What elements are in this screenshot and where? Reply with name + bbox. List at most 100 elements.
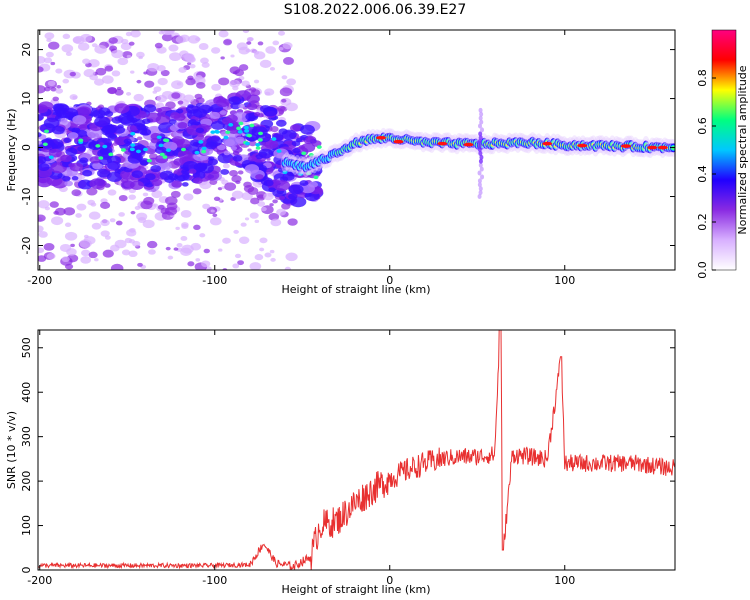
spectrogram-speckle [283,57,294,65]
spectrogram-speckle [285,252,298,262]
spectrogram-blob [106,171,123,182]
spectrogram-speckle [195,75,203,80]
spectrogram-highlight [244,141,250,146]
spectrogram-blob [159,170,174,181]
spectrogram-highlight [158,143,164,148]
spectrogram-speckle [88,211,101,220]
spectrogram-highlight [258,131,264,136]
spectrogram-speckle [187,35,200,44]
spectrogram-speckle [160,30,174,36]
spectrogram-speckle [257,201,266,207]
spectrogram-speckle [203,248,210,254]
spectrogram-blob [77,146,86,152]
spectrogram-speckle [229,79,241,88]
spectrogram-speckle [241,80,250,87]
spectrogram-blob [38,140,42,145]
spectrogram-speckle [100,230,110,237]
spectrogram-blob [139,160,149,166]
spectrogram-speckle [136,136,143,141]
spectrogram-speckle [47,80,56,87]
spectrogram-blob [71,127,81,134]
spectrogram-blob [100,148,110,156]
spectrogram-blob [224,139,235,147]
spectrogram-highlight [238,121,244,126]
spectrogram-speckle [62,78,70,84]
spectrogram-speckle [222,237,231,244]
spectrogram-blob [268,187,276,193]
figure-title: S108.2022.006.06.39.E27 [283,2,467,18]
spectrogram-blob [198,163,214,174]
spectrogram-y-axis-label: Frequency (Hz) [5,109,18,192]
spectrogram-speckle [270,257,276,262]
spectrogram-x-axis-label: Height of straight line (km) [281,283,430,296]
spectrogram-blob [263,179,274,187]
spectrogram-speckle [94,44,107,54]
spectrogram-speckle [69,71,76,77]
spectrogram-speckle [126,54,132,59]
spectrogram-highlight [42,142,48,147]
spectrogram-peak [657,145,668,150]
spectrogram-streak [478,186,483,192]
spectrogram-blob [275,119,287,127]
spectrogram-speckle [200,57,209,64]
spectrogram-blob [188,168,197,174]
spectrogram-blob [146,112,162,123]
spectrogram-speckle [52,96,59,102]
colorbar-tick-label: 0.6 [696,117,709,135]
spectrogram-highlight [313,175,319,180]
spectrogram-speckle [161,33,173,42]
spectrogram-speckle [211,83,222,91]
spectrogram-blob [71,176,79,181]
spectrogram-blob [43,117,60,129]
spectrogram-speckle [128,41,135,46]
spectrogram-speckle [64,231,78,241]
spectrogram-speckle [183,94,195,103]
spectrogram-blob [114,103,130,114]
spectrogram-speckle [166,202,178,211]
spectrogram-highlight [276,149,282,153]
spectrogram-streak [477,194,482,200]
spectrogram-highlight [146,158,152,163]
spectrogram-speckle [199,233,206,238]
spectrogram-blob [292,147,301,154]
spectrogram-highlight [108,152,114,157]
spectrogram-speckle [134,205,141,210]
spectrogram-streak [478,131,483,137]
spectrogram-heatmap [38,30,675,270]
spectrogram-blob [38,114,44,121]
spectrogram-speckle [272,40,280,46]
spectrogram-speckle [264,88,275,96]
spectrogram-peak [463,142,474,147]
spectrogram-speckle [102,249,114,258]
spectrogram-speckle [72,35,85,45]
spectrogram-speckle [94,258,99,262]
spectrogram-speckle [232,85,239,91]
spectrogram-speckle [63,207,76,216]
spectrogram-speckle [237,260,244,266]
spectrogram-speckle [250,197,260,205]
spectrogram-highlight [249,123,255,128]
spectrogram-speckle [193,224,201,231]
spectrogram-speckle [56,85,62,89]
spectrogram-speckle [234,253,242,259]
spectrogram-highlight [121,148,127,152]
spectrogram-blob [120,169,135,180]
spectrogram-blob [289,124,302,132]
spectrogram-highlight [165,148,171,152]
spectrogram-peak [542,141,553,146]
spectrogram-xtick-label: 100 [554,274,575,287]
spectrogram-speckle [185,77,196,86]
spectrogram-speckle [79,239,92,248]
spectrogram-speckle [154,103,160,108]
spectrogram-blob [248,155,257,162]
spectrogram-blob [310,167,323,175]
spectrogram-speckle [279,87,293,97]
spectrogram-blob [230,146,237,151]
spectrogram-ytick-label: 20 [20,43,33,57]
spectrogram-speckle [212,213,218,217]
spectrogram-blob [216,98,230,108]
spectrogram-blob [68,163,75,168]
spectrogram-speckle [128,239,136,244]
spectrogram-speckle [43,242,55,251]
spectrogram-blob [168,119,177,125]
